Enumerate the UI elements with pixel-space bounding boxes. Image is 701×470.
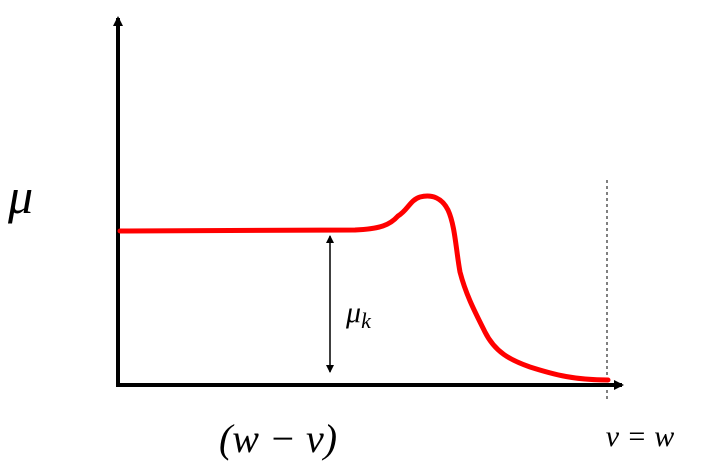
end-label: v = w [606,420,675,453]
y-axis-label: μ [7,168,33,224]
kinetic-label: μk [345,296,372,333]
x-axis-label: (w − v) [219,416,337,461]
kinetic-sub: k [361,308,372,333]
kinetic-base: μ [345,296,361,329]
friction-curve [117,193,611,383]
